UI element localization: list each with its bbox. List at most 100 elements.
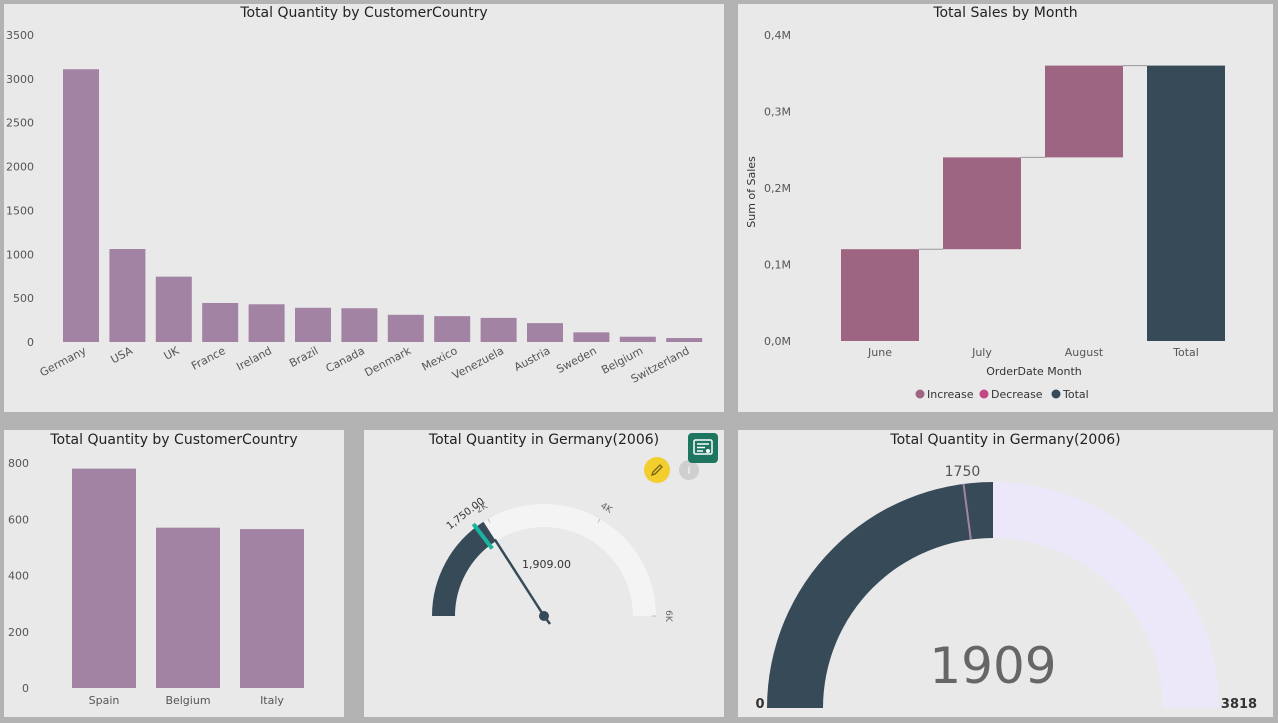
bar [240,529,304,688]
info-icon: i [687,463,691,477]
x-tick-label: France [189,344,228,373]
y-tick-label: 2000 [6,161,34,174]
bar [248,304,285,342]
x-tick-label: Sweden [554,344,599,376]
donut-target-marker [962,483,972,540]
x-tick-label: Germany [38,344,89,379]
germany-donut-gauge-chart: 1750 1909 0 3818 [755,464,1257,712]
bar [666,338,703,342]
waterfall-bar [1045,65,1123,158]
waterfall-bar [943,157,1021,250]
x-tick-label: Canada [324,344,367,375]
y-tick-label: 3000 [6,73,34,86]
x-tick-label: July [971,346,992,359]
panel-title: Total Quantity in Germany(2006) [428,432,660,448]
panel-title: Total Sales by Month [933,5,1078,21]
bar [573,332,610,342]
y-tick-label: 800 [8,457,29,470]
gauge-tick [597,518,601,523]
gauge-tick [487,518,491,523]
bar [527,323,563,342]
y-tick-label: 0,3M [764,106,791,119]
y-tick-label: 3500 [6,29,34,42]
gauge-fill [432,521,497,617]
bar [109,249,146,342]
info-button[interactable]: i [679,460,699,480]
y-tick-label: 0,1M [764,259,791,272]
form-button[interactable] [688,433,718,463]
y-axis-label: Sum of Sales [745,156,758,228]
y-tick-label: 0,0M [764,335,791,348]
x-tick-label: Total [1172,346,1199,359]
x-tick-label: August [1065,346,1104,359]
quantity-by-country-small-panel[interactable]: Total Quantity by CustomerCountry 800 600… [4,430,344,717]
bar [156,527,220,688]
x-axis-label: OrderDate Month [986,365,1082,378]
panel-title: Total Quantity by CustomerCountry [240,5,488,21]
quantity-by-country-panel[interactable]: Total Quantity by CustomerCountry 3500 30… [4,4,724,412]
donut-max-label: 3818 [1221,697,1257,712]
y-tick-label: 400 [8,570,29,583]
bar [387,314,424,342]
x-tick-label: UK [162,344,182,363]
y-tick-label: 2500 [6,117,34,130]
y-tick-label: 600 [8,513,29,526]
bar [155,276,192,342]
bar [63,69,99,343]
y-tick-label: 0 [22,682,29,695]
y-tick-label: 0 [27,336,34,349]
y-tick-label: 1000 [6,248,34,261]
germany-gauge-panel[interactable]: Total Quantity in Germany(2006) 2K 4K 6K 1,… [364,430,724,717]
pencil-icon [650,464,663,477]
bar [619,336,656,342]
x-tick-label: Denmark [362,344,413,380]
legend-marker [979,389,989,399]
x-tick-label: Spain [89,694,120,707]
x-tick-label: June [867,346,892,359]
gauge-needle-tail [543,615,551,625]
legend-marker [915,389,925,399]
donut-value-label: 1909 [929,637,1056,695]
edit-button[interactable] [644,457,670,483]
legend-label: Increase [927,388,974,401]
donut-target-label: 1750 [945,464,981,480]
donut-gauge-fill [767,482,993,708]
x-tick-label: Belgium [165,694,210,707]
waterfall-bar [1147,65,1225,341]
legend-marker [1051,389,1061,399]
donut-min-label: 0 [755,697,764,712]
form-icon [693,439,713,455]
x-tick-label: Italy [260,694,284,707]
y-tick-label: 0,4M [764,29,791,42]
gauge-target-marker [471,522,494,550]
sales-by-month-panel[interactable]: Total Sales by Month 0,4M 0,3M 0,2M 0,1M 0,0… [738,4,1273,412]
legend-label: Total [1062,388,1089,401]
x-tick-label: Brazil [287,344,320,370]
bar [295,307,331,342]
y-tick-label: 1500 [6,204,34,217]
y-tick-label: 500 [13,292,34,305]
x-tick-label: Austria [512,344,552,374]
bar [72,468,136,688]
x-tick-label: USA [109,344,136,366]
quantity-by-country-chart: 3500 3000 2500 2000 1500 1000 500 0 Germany USA UK… [6,29,703,386]
bar [480,317,517,342]
panel-title: Total Quantity by CustomerCountry [50,432,298,448]
sales-waterfall-chart: 0,4M 0,3M 0,2M 0,1M 0,0M Sum of Sales June July… [745,29,1225,401]
y-tick-label: 200 [8,626,29,639]
waterfall-bar [841,249,919,341]
quantity-by-country-small-chart: 800 600 400 200 0 Spain Belgium Italy [8,457,304,707]
gauge-tick-label: 6K [663,610,673,623]
bar [434,316,471,342]
x-tick-label: Venezuela [450,344,506,382]
bar [341,308,378,342]
gauge-value-label: 1,909.00 [522,558,571,571]
gauge-tick-label: 4K [598,501,614,516]
gauge-needle [493,538,546,617]
y-tick-label: 0,2M [764,182,791,195]
bar [202,302,239,342]
panel-title: Total Quantity in Germany(2006) [890,432,1121,448]
x-tick-label: Ireland [234,344,274,373]
germany-donut-gauge-panel[interactable]: Total Quantity in Germany(2006) 1750 1909… [738,430,1273,717]
